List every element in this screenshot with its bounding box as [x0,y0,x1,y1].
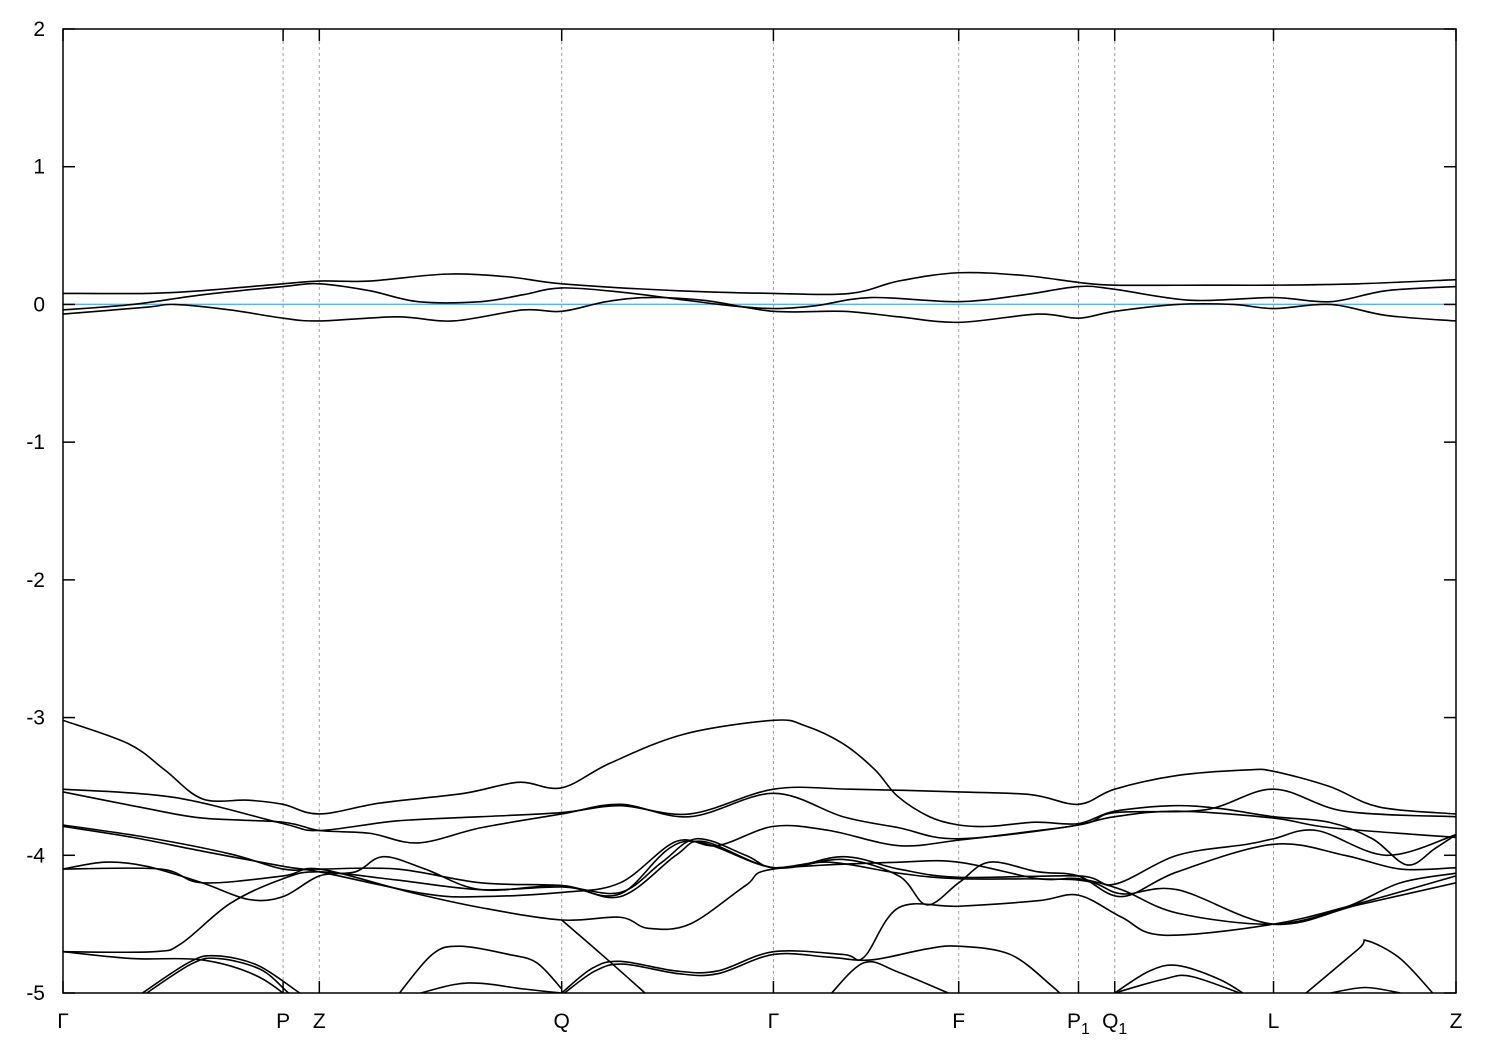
plot-frame [62,28,1457,994]
band-line [830,960,951,993]
x-tick-label: P [276,1010,290,1033]
high-symmetry-gridlines [282,29,1275,993]
band-line [1114,974,1242,993]
bands [63,271,1456,993]
band-line [398,945,563,993]
band-line [1114,964,1245,993]
band-line [561,875,1456,993]
band-line [1330,986,1401,993]
y-tick-label: -1 [26,431,45,454]
band-line [63,859,1456,931]
band-line [63,840,1456,906]
band-line [63,824,1456,897]
x-tick-label: Γ [57,1010,69,1033]
band-line [63,296,1456,324]
band-line [63,788,1456,844]
x-tick-label: L [1268,1010,1280,1033]
band-line [63,719,1456,866]
band-line [1304,939,1434,993]
band-line [63,810,1456,898]
y-tick-label: -2 [26,569,45,592]
x-tick-label: Q [554,1010,570,1033]
y-tick-label: 1 [33,156,45,179]
y-tick-label: -5 [26,982,45,1005]
x-tick-label: Z [1450,1010,1463,1033]
band-line [418,982,562,993]
band-line [141,954,302,993]
band-line [564,945,1061,993]
band-line [145,957,291,993]
band-line [561,919,647,993]
x-tick-label: P1 [1067,1010,1090,1038]
x-tick-label: F [952,1010,965,1033]
band-line [63,950,285,993]
y-tick-label: 2 [33,18,45,41]
x-tick-label: Γ [768,1010,780,1033]
y-tick-label: -3 [26,707,45,730]
y-tick-label: 0 [33,293,45,316]
band-line [63,837,1456,954]
x-axis: Γ P Z Q Γ F P1 Q1 L Z [57,29,1463,1038]
band-line [63,271,1456,296]
x-tick-label: Q1 [1102,1010,1127,1038]
y-axis: 2 1 0 -1 -2 -3 -4 -5 [26,18,1456,1005]
x-tick-label: Z [313,1010,326,1033]
y-tick-label: -4 [26,844,45,867]
